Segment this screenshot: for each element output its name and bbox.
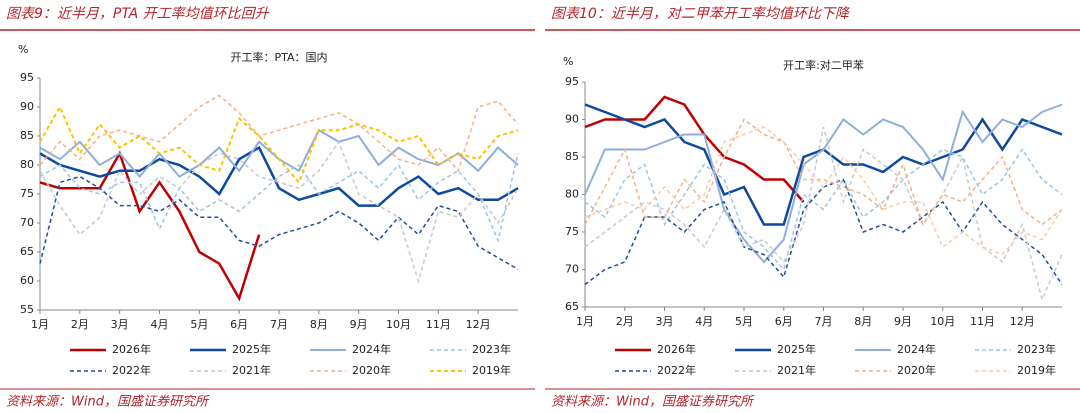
legend-label: 2021年	[232, 363, 271, 377]
x-tick-label: 6月	[230, 318, 248, 331]
x-tick-label: 10月	[386, 318, 411, 331]
x-tick-label: 3月	[656, 315, 674, 328]
legend-label: 2020年	[352, 363, 391, 377]
series-line	[39, 150, 261, 302]
legend-label: 2024年	[897, 342, 936, 356]
legend-label: 2020年	[897, 363, 936, 377]
x-tick-label: 4月	[695, 315, 713, 328]
series-line	[584, 148, 1063, 272]
y-tick-label: 75	[20, 187, 34, 200]
y-tick-label: 85	[565, 150, 579, 163]
legend-label: 2023年	[1017, 342, 1056, 356]
y-tick-label: 80	[565, 188, 579, 201]
y-tick-label: 55	[20, 303, 34, 316]
x-tick-label: 9月	[350, 318, 368, 331]
legend-label: 2021年	[777, 363, 816, 377]
series-line	[39, 140, 519, 284]
x-tick-label: 5月	[735, 315, 753, 328]
x-tick-label: 3月	[111, 318, 129, 331]
y-tick-label: 75	[565, 225, 579, 238]
x-tick-label: 1月	[31, 318, 49, 331]
x-tick-label: 12月	[1010, 315, 1035, 328]
series-line	[39, 153, 519, 243]
legend-label: 2022年	[657, 363, 696, 377]
x-tick-label: 9月	[894, 315, 912, 328]
x-tick-label: 1月	[576, 315, 594, 328]
x-tick-label: 10月	[930, 315, 955, 328]
x-tick-label: 8月	[854, 315, 872, 328]
series-line	[584, 118, 1063, 227]
y-tick-label: 65	[565, 300, 579, 313]
series-line	[584, 178, 1063, 286]
x-tick-label: 12月	[466, 318, 491, 331]
legend-label: 2025年	[232, 342, 271, 356]
series-line	[39, 145, 519, 207]
chart-title: 开工率：PTA：国内	[230, 50, 327, 64]
x-tick-label: 7月	[815, 315, 833, 328]
series-line	[584, 126, 1063, 256]
legend-label: 2026年	[112, 342, 151, 356]
series-line	[584, 103, 1063, 264]
series-line	[39, 104, 519, 185]
chart-title: 开工率:对二甲苯	[783, 58, 864, 72]
legend-label: 2024年	[352, 342, 391, 356]
y-tick-label: 65	[20, 245, 34, 258]
x-tick-label: 8月	[310, 318, 328, 331]
y-tick-label: 95	[565, 75, 579, 88]
x-tick-label: 11月	[426, 318, 451, 331]
source-note: 资料来源：Wind，国盛证券研究所	[6, 394, 210, 410]
series-line	[39, 94, 519, 173]
y-tick-label: 90	[20, 100, 34, 113]
source-note: 资料来源：Wind，国盛证券研究所	[551, 394, 755, 410]
y-tick-label: 85	[20, 129, 34, 142]
y-tick-label: 95	[20, 71, 34, 84]
x-tick-label: 2月	[71, 318, 89, 331]
x-tick-label: 11月	[970, 315, 995, 328]
legend-label: 2026年	[657, 342, 696, 356]
series-line	[39, 175, 519, 271]
legend-label: 2019年	[1017, 363, 1056, 377]
figure-title: 图表9：近半月，PTA 开工率均值环比回升	[6, 6, 270, 22]
x-tick-label: 7月	[270, 318, 288, 331]
legend-label: 2019年	[472, 363, 511, 377]
y-unit: %	[563, 55, 573, 68]
legend-label: 2023年	[472, 342, 511, 356]
y-tick-label: 70	[20, 216, 34, 229]
x-tick-label: 5月	[190, 318, 208, 331]
x-tick-label: 2月	[616, 315, 634, 328]
y-unit: %	[18, 43, 28, 56]
legend-label: 2025年	[777, 342, 816, 356]
y-tick-label: 70	[565, 263, 579, 276]
figure-title: 图表10：近半月，对二甲苯开工率均值环比下降	[551, 6, 851, 22]
x-tick-label: 6月	[775, 315, 793, 328]
x-tick-label: 4月	[151, 318, 169, 331]
y-tick-label: 60	[20, 274, 34, 287]
legend-label: 2022年	[112, 363, 151, 377]
series-line	[584, 126, 1063, 302]
y-tick-label: 90	[565, 113, 579, 126]
y-tick-label: 80	[20, 158, 34, 171]
